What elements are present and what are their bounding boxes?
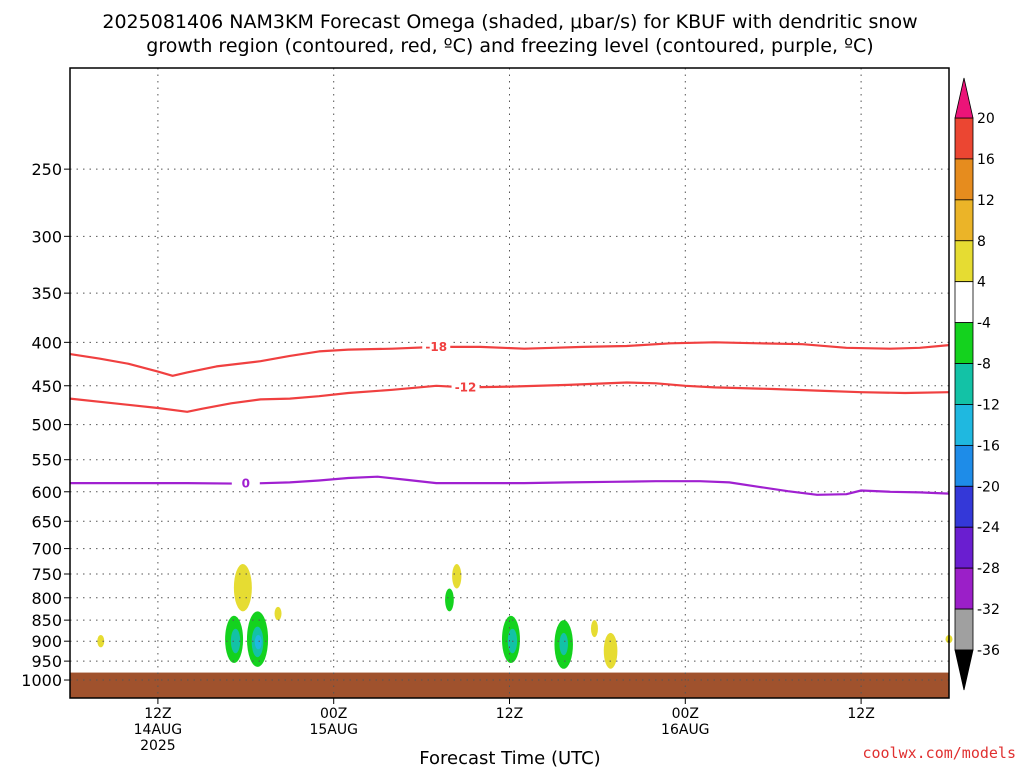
colorbar-swatch <box>954 281 974 324</box>
colorbar-label: -8 <box>977 357 991 373</box>
colorbar-swatch <box>954 199 974 242</box>
contour-label: 0 <box>242 477 250 491</box>
contour-label-bg <box>451 379 480 395</box>
y-tick-label: 250 <box>31 160 62 179</box>
colorbar-label: 12 <box>977 193 995 209</box>
colorbar-swatch <box>954 117 974 160</box>
omega-blob-9 <box>452 564 462 589</box>
colorbar-swatch <box>954 322 974 364</box>
x-tick-label: 00Z <box>672 706 699 722</box>
contour-label: -12 <box>455 380 477 394</box>
y-tick-label: 450 <box>31 377 62 396</box>
omega-blob-1 <box>233 564 252 612</box>
y-tick-label: 950 <box>31 652 62 671</box>
omega-blob-8 <box>445 588 454 612</box>
colorbar-swatch <box>954 404 974 446</box>
contour--12 <box>69 381 950 413</box>
omega-blob-15 <box>603 632 618 669</box>
y-axis-ticks: 250 300 350 400 450 500 550 600 650 700 750 800 850 9… <box>21 160 70 690</box>
colorbar-min-triangle <box>954 649 974 691</box>
y-tick-label: 750 <box>31 565 62 584</box>
contour-0 <box>70 475 950 496</box>
y-tick-label: 650 <box>31 512 62 531</box>
colorbar-max-triangle <box>954 77 974 119</box>
colorbar-swatch <box>954 240 974 283</box>
contour-label-bg <box>231 475 260 491</box>
colorbar-swatch <box>954 444 974 487</box>
colorbar-swatch <box>954 608 974 651</box>
terrain-shading <box>70 672 949 698</box>
chart-title-line-1: 2025081406 NAM3KM Forecast Omega (shaded… <box>102 11 917 33</box>
colorbar-label: 20 <box>977 111 995 127</box>
colorbar-swatch <box>954 485 974 528</box>
omega-blob-14 <box>590 620 598 638</box>
colorbar-swatch <box>954 363 974 405</box>
x-tick-label: 00Z <box>320 706 347 722</box>
x-tick-label: 15AUG <box>309 722 358 738</box>
omega-blob-13 <box>559 632 568 656</box>
colorbar-label: 8 <box>977 234 986 250</box>
y-tick-label: 700 <box>31 540 62 559</box>
x-tick-label: 16AUG <box>661 722 710 738</box>
colorbar-label: -32 <box>977 602 1000 618</box>
colorbar-label: -16 <box>977 438 1000 454</box>
y-tick-label: 1000 <box>21 671 62 690</box>
y-tick-label: 900 <box>31 632 62 651</box>
contour-label-bg <box>422 338 451 354</box>
colorbar-swatch <box>954 158 974 201</box>
x-tick-label: 12Z <box>496 706 523 722</box>
x-tick-label: 14AUG <box>134 722 183 738</box>
y-tick-label: 800 <box>31 589 62 608</box>
y-tick-label: 350 <box>31 284 62 303</box>
omega-blob-4 <box>230 628 241 654</box>
x-tick-label: 12Z <box>847 706 874 722</box>
chart-title-line-2: growth region (contoured, red, ºC) and f… <box>146 35 873 57</box>
omega-blob-0 <box>97 634 105 648</box>
contour-label: -18 <box>425 340 447 354</box>
x-tick-label: 2025 <box>140 738 176 754</box>
temperature-contours: -18 -12 0 <box>69 338 950 496</box>
y-tick-label: 300 <box>31 227 62 246</box>
colorbar-swatch <box>954 567 974 610</box>
y-tick-label: 500 <box>31 416 62 435</box>
contour--18 <box>69 341 950 377</box>
plot-area <box>70 68 949 698</box>
x-axis-label: Forecast Time (UTC) <box>419 748 600 768</box>
colorbar-swatch <box>954 526 974 569</box>
x-tick-label: 12Z <box>144 706 171 722</box>
y-tick-label: 550 <box>31 451 62 470</box>
colorbar-label: -12 <box>977 397 1000 413</box>
colorbar-label: -4 <box>977 316 991 332</box>
colorbar-label: 16 <box>977 152 995 168</box>
colorbar-label: 4 <box>977 275 986 291</box>
omega-blob-7 <box>254 634 262 650</box>
colorbar-label: -24 <box>977 520 1000 536</box>
colorbar-label: -36 <box>977 643 1000 659</box>
omega-shading <box>97 564 953 669</box>
y-tick-label: 400 <box>31 333 62 352</box>
grid-lines <box>70 68 949 698</box>
y-tick-label: 600 <box>31 483 62 502</box>
credit-text: coolwx.com/models <box>862 744 1016 762</box>
colorbar-label: -20 <box>977 479 1000 495</box>
colorbar-label: -28 <box>977 561 1000 577</box>
omega-blob-2 <box>274 606 282 621</box>
terrain-area <box>70 672 949 698</box>
colorbar: 20 16 12 8 4 -4 -8 -12 -16 -20 -24 -28 -32 -36 <box>954 77 1000 691</box>
y-tick-label: 850 <box>31 611 62 630</box>
